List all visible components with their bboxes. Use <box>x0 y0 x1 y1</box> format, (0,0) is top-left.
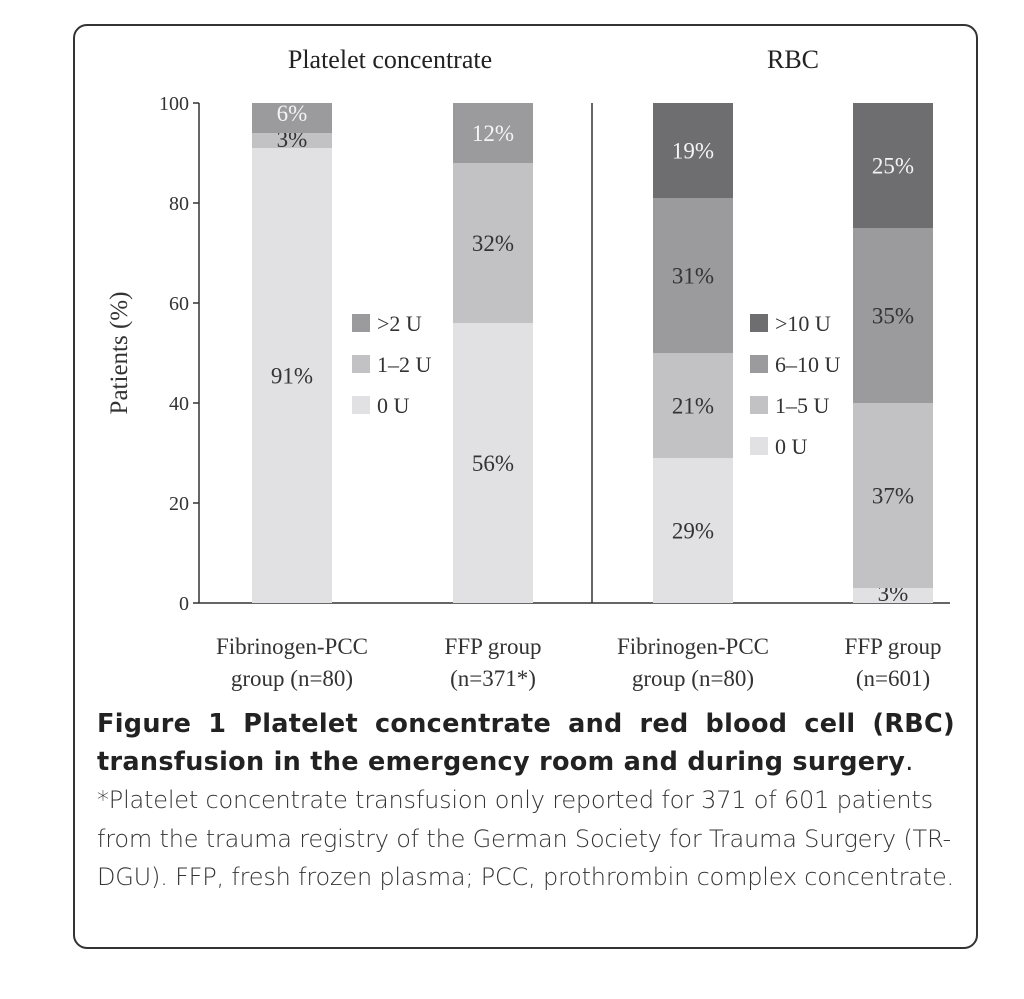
bar-segment <box>252 148 332 603</box>
bar-value-label: 19% <box>672 139 714 164</box>
legend-swatch <box>750 437 768 455</box>
bar-value-label: 31% <box>672 264 714 289</box>
caption-title: Figure 1 Platelet concentrate and red bl… <box>97 705 955 781</box>
x-category-label: FFP group <box>445 634 542 659</box>
panel-title: Platelet concentrate <box>288 45 492 74</box>
bar-segment <box>853 103 933 228</box>
bar-value-label: 37% <box>872 484 914 509</box>
legend-label: 0 U <box>775 434 808 459</box>
x-category-label: group (n=80) <box>632 666 754 691</box>
bar-segment <box>653 103 733 198</box>
x-category-label: Fibrinogen-PCC <box>617 634 769 659</box>
bar-segment <box>252 103 332 133</box>
bar-value-label: 35% <box>872 304 914 329</box>
panel-title: RBC <box>767 45 819 74</box>
legend-label: 1–2 U <box>377 352 432 377</box>
bar-segment <box>653 353 733 458</box>
y-tick-label: 40 <box>169 393 189 415</box>
x-category-label: Fibrinogen-PCC <box>216 634 368 659</box>
bar-value-label: 6% <box>277 101 308 126</box>
legend-swatch <box>352 355 370 373</box>
stacked-bar-chart: 0 20 40 60 80 100 Patients (%) Platelet concent… <box>106 45 950 691</box>
bar-segment <box>453 103 533 163</box>
bar-segment <box>453 163 533 323</box>
y-axis-title: Patients (%) <box>106 292 133 415</box>
bar-value-label: 21% <box>672 394 714 419</box>
x-category-label: FFP group <box>845 634 942 659</box>
caption-title-end: . <box>905 747 914 777</box>
y-tick-label: 0 <box>179 593 189 615</box>
legend-swatch <box>750 355 768 373</box>
bar-value-label: 56% <box>472 451 514 476</box>
figure-caption: Figure 1 Platelet concentrate and red bl… <box>97 705 955 897</box>
bar-value-label: 12% <box>472 121 514 146</box>
bar-segment <box>853 403 933 588</box>
y-tick-label: 80 <box>169 193 189 215</box>
x-category-label: group (n=80) <box>231 666 353 691</box>
legend-label: 6–10 U <box>775 352 841 377</box>
legend-swatch <box>750 314 768 332</box>
bar-segment <box>653 458 733 603</box>
bar-segment <box>853 228 933 403</box>
bar-value-label: 25% <box>872 154 914 179</box>
caption-body: *Platelet concentrate transfusion only r… <box>97 786 954 891</box>
y-tick-label: 100 <box>159 93 189 115</box>
bar-value-label: 91% <box>271 364 313 389</box>
legend-label: 0 U <box>377 393 410 418</box>
legend-label: 1–5 U <box>775 393 830 418</box>
y-tick-label: 20 <box>169 493 189 515</box>
bar-segment <box>653 198 733 353</box>
x-category-label: (n=601) <box>856 666 930 691</box>
bar-segment <box>853 588 933 603</box>
legend-label: >2 U <box>377 311 422 336</box>
caption-figure-label: Figure 1 <box>97 709 227 739</box>
y-tick-label: 60 <box>169 293 189 315</box>
bar-segment <box>252 133 332 148</box>
bar-value-label: 29% <box>672 519 714 544</box>
legend-label: >10 U <box>775 311 831 336</box>
bar-value-label: 32% <box>472 231 514 256</box>
legend-swatch <box>352 396 370 414</box>
bar-segment <box>453 323 533 603</box>
x-category-label: (n=371*) <box>450 666 536 691</box>
caption-title-text: Platelet concentrate and red blood cell … <box>97 709 955 777</box>
legend-swatch <box>750 396 768 414</box>
legend-swatch <box>352 314 370 332</box>
